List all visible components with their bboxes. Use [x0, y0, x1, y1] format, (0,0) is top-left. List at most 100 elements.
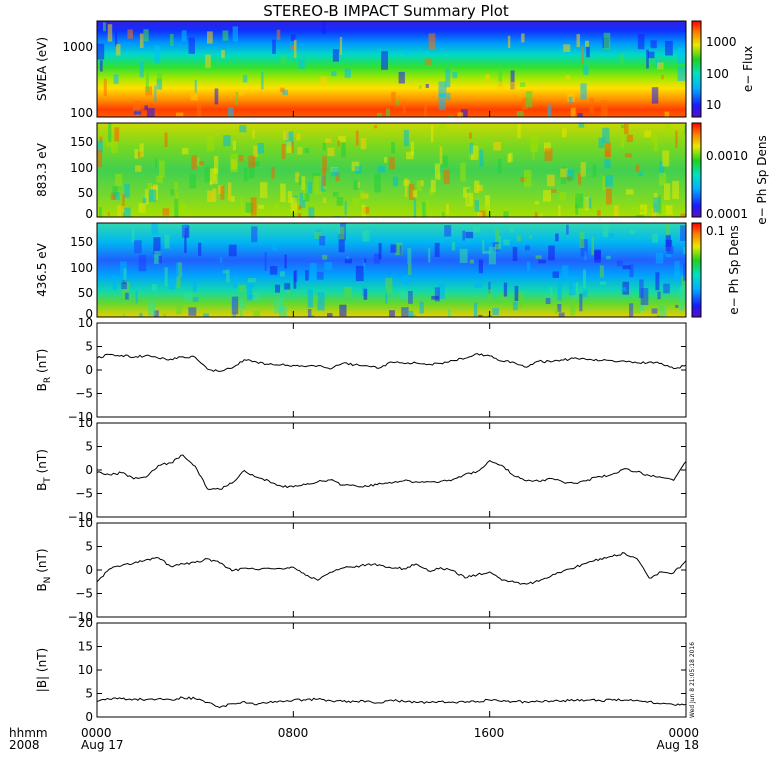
swea-cbar-tick-1000: 1000: [706, 35, 737, 49]
heatmap-cell: [206, 136, 215, 152]
heatmap-cell: [298, 176, 303, 186]
heatmap-cell: [635, 214, 644, 217]
heatmap-cell: [220, 185, 225, 200]
heatmap-cell: [629, 264, 634, 278]
heatmap-cell: [269, 266, 278, 275]
heatmap-cell: [125, 292, 129, 300]
heatmap-cell: [390, 244, 397, 253]
heatmap-cell: [124, 183, 130, 198]
heatmap-cell: [183, 224, 188, 228]
heatmap-cell: [324, 261, 333, 270]
heatmap-cell: [664, 111, 670, 117]
heatmap-cell: [514, 285, 519, 301]
heatmap-cell: [407, 310, 414, 317]
heatmap-cell: [191, 155, 197, 170]
heatmap-cell: [135, 290, 138, 304]
heatmap-cell: [419, 301, 424, 314]
heatmap-cell: [184, 292, 192, 302]
heatmap-cell: [644, 130, 652, 138]
heatmap-cell: [284, 283, 291, 290]
swea-panel: 1000 100 SWEA (eV) 1000 100 10 e− Flux: [35, 20, 755, 120]
heatmap-cell: [681, 275, 686, 293]
heatmap-cell: [412, 190, 418, 198]
heatmap-cell: [296, 133, 301, 141]
heatmap-cell: [199, 161, 205, 166]
heatmap-cell: [404, 178, 408, 197]
heatmap-cell: [97, 140, 103, 153]
heatmap-cell: [188, 307, 197, 316]
heatmap-cell: [238, 155, 244, 162]
heatmap-cell: [605, 174, 613, 187]
heatmap-cell: [508, 152, 513, 162]
heatmap-cell: [259, 182, 268, 198]
heatmap-cell: [401, 307, 409, 317]
heatmap-cell: [139, 62, 144, 78]
heatmap-cell: [686, 145, 691, 162]
heatmap-cell: [181, 147, 189, 155]
heatmap-cell: [114, 32, 118, 47]
heatmap-cell: [344, 201, 347, 216]
heatmap-cell: [164, 234, 170, 249]
pad883-heatmap-texture: [97, 123, 691, 217]
heatmap-cell: [286, 288, 290, 294]
heatmap-cell: [635, 164, 640, 172]
heatmap-cell: [327, 147, 335, 157]
heatmap-cell: [460, 162, 466, 182]
heatmap-cell: [352, 198, 360, 206]
heatmap-cell: [378, 243, 382, 260]
heatmap-cell: [127, 29, 133, 39]
heatmap-cell: [250, 197, 257, 216]
heatmap-cell: [624, 123, 629, 135]
heatmap-cell: [471, 145, 479, 160]
x-label-hhmm: hhmm: [9, 726, 48, 740]
heatmap-cell: [154, 250, 161, 264]
heatmap-cell: [580, 83, 587, 100]
heatmap-cell: [232, 26, 238, 42]
heatmap-cell: [544, 148, 553, 161]
heatmap-cell: [374, 125, 378, 129]
heatmap-cell: [274, 298, 282, 314]
heatmap-cell: [363, 258, 367, 263]
heatmap-cell: [520, 82, 526, 87]
heatmap-cell: [357, 181, 360, 188]
heatmap-cell: [517, 123, 521, 139]
heatmap-cell: [465, 231, 474, 239]
heatmap-cell: [586, 47, 590, 58]
heatmap-cell: [156, 78, 163, 90]
heatmap-cell: [389, 310, 395, 317]
heatmap-cell: [438, 93, 446, 111]
heatmap-cell: [121, 281, 130, 298]
heatmap-cell: [290, 45, 295, 50]
bmag-panel: 20 15 10 5 0 |B| (nT): [35, 616, 687, 724]
heatmap-cell: [546, 174, 555, 187]
heatmap-cell: [606, 255, 611, 260]
heatmap-cell: [469, 259, 474, 264]
heatmap-cell: [174, 181, 178, 190]
heatmap-cell: [120, 261, 127, 280]
heatmap-cell: [406, 151, 414, 160]
heatmap-cell: [163, 313, 167, 317]
heatmap-cell: [283, 130, 289, 141]
heatmap-cell: [97, 149, 102, 168]
heatmap-cell: [675, 130, 678, 148]
heatmap-cell: [606, 188, 612, 205]
heatmap-cell: [547, 104, 552, 117]
heatmap-cell: [143, 29, 149, 42]
heatmap-cell: [307, 289, 313, 308]
heatmap-cell: [214, 88, 219, 105]
heatmap-cell: [214, 156, 219, 174]
heatmap-cell: [389, 156, 395, 170]
heatmap-cell: [604, 142, 612, 157]
heatmap-cell: [469, 143, 474, 155]
heatmap-cell: [496, 81, 505, 91]
heatmap-cell: [176, 276, 181, 289]
heatmap-cell: [626, 134, 633, 143]
pad883-ytick-150: 150: [70, 135, 93, 149]
swea-ytick-1000: 1000: [62, 40, 93, 54]
heatmap-cell: [655, 252, 664, 264]
heatmap-cell: [297, 147, 303, 155]
heatmap-cell: [338, 234, 345, 253]
heatmap-cell: [295, 172, 300, 183]
heatmap-cell: [297, 213, 302, 217]
